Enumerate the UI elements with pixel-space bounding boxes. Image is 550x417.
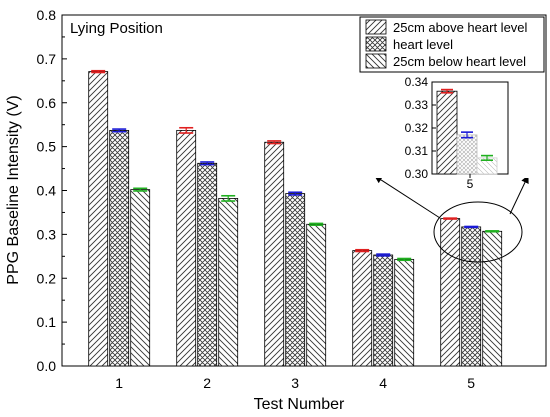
inset-x-tick-label: 5: [467, 177, 474, 191]
zoom-arrow-right: [509, 175, 529, 215]
legend-swatch-below: [365, 53, 387, 69]
bar: [176, 129, 197, 367]
legend-swatch-above: [365, 19, 387, 35]
inset-bar: [436, 90, 458, 175]
chart-title: Lying Position: [70, 20, 163, 37]
legend-label-below: 25cm below heart level: [393, 54, 526, 69]
bar: [197, 162, 218, 367]
y-tick-label: 0.5: [37, 139, 57, 155]
bar: [285, 193, 306, 367]
inset-bars: [436, 88, 498, 175]
bar: [109, 129, 130, 367]
bar: [218, 197, 239, 367]
x-tick-label: 2: [203, 375, 211, 391]
bar: [440, 218, 461, 367]
error-bars: [91, 69, 500, 262]
bar: [482, 230, 503, 367]
inset-y-tick-label: 0.30: [405, 167, 429, 181]
y-axis-ticks: 0.0 0.1 0.2 0.3 0.4 0.5 0.6 0.7 0.8: [37, 7, 67, 374]
y-tick-label: 0.7: [37, 51, 57, 67]
bar: [461, 226, 482, 367]
y-axis-label: PPG Baseline Intensity (V): [5, 95, 22, 284]
bar: [130, 189, 151, 367]
y-tick-label: 0.6: [37, 95, 57, 111]
legend-box: [359, 16, 545, 73]
x-axis-label: Test Number: [254, 396, 345, 413]
inset-bar: [456, 134, 478, 175]
x-tick-label: 4: [379, 375, 387, 391]
x-tick-label: 5: [467, 375, 475, 391]
inset-y-tick-label: 0.34: [405, 75, 429, 89]
inset-chart: 0.30 0.31 0.32 0.33 0.34 5: [372, 74, 544, 191]
legend: 25cm above heart level heart level 25cm …: [359, 16, 545, 73]
bars: [88, 71, 503, 367]
legend-swatch-heart: [365, 36, 387, 52]
y-tick-label: 0.0: [37, 358, 57, 374]
inset-y-ticks: 0.30 0.31 0.32 0.33 0.34: [405, 75, 436, 181]
x-tick-label: 1: [115, 375, 123, 391]
y-tick-label: 0.8: [37, 7, 57, 23]
y-tick-label: 0.2: [37, 270, 57, 286]
bar: [306, 223, 327, 367]
bar: [394, 258, 415, 367]
bar: [88, 71, 109, 367]
inset-y-tick-label: 0.32: [405, 121, 429, 135]
inset-y-tick-label: 0.31: [405, 144, 429, 158]
bar: [264, 141, 285, 367]
inset-y-tick-label: 0.33: [405, 98, 429, 112]
zoom-arrow-left: [374, 175, 441, 219]
y-tick-label: 0.1: [37, 314, 57, 330]
legend-label-heart: heart level: [393, 37, 453, 52]
y-tick-label: 0.4: [37, 183, 57, 199]
x-tick-label: 3: [291, 375, 299, 391]
legend-label-above: 25cm above heart level: [393, 20, 528, 35]
zoom-ellipse: [433, 201, 523, 263]
bar: [352, 250, 373, 367]
y-tick-label: 0.3: [37, 226, 57, 242]
bar: [373, 254, 394, 367]
